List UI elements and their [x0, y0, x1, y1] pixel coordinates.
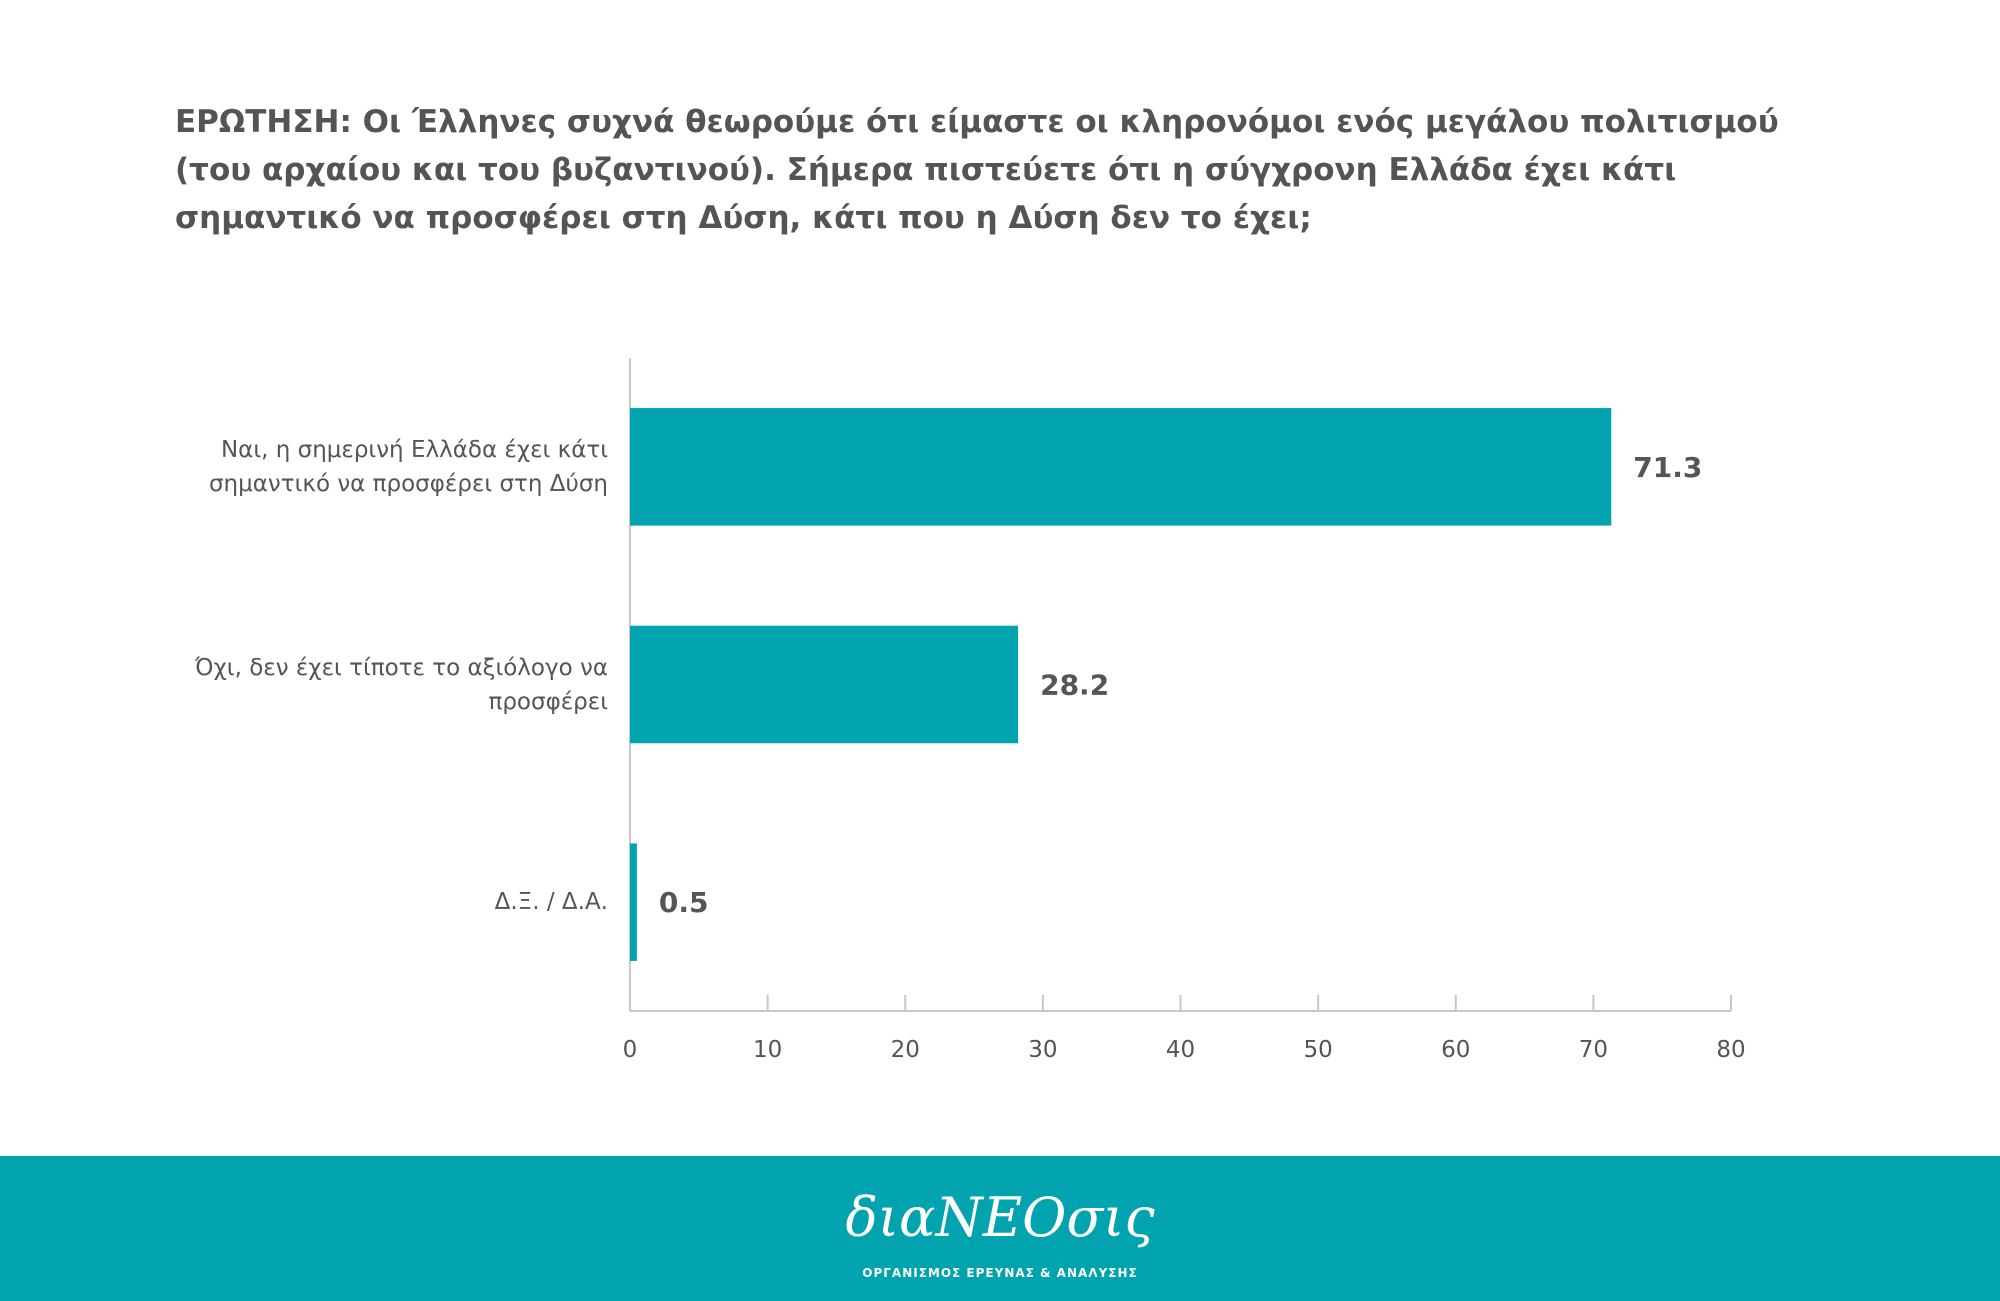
x-tick-label: 60: [1441, 1037, 1470, 1063]
chart: 0 10 20 30 40 50 60 70 80 71.3 28.2 0.5: [623, 358, 1746, 1063]
x-tick-label: 40: [1166, 1037, 1195, 1063]
bar: [630, 408, 1612, 526]
logo-subtitle: ΟΡΓΑΝΙΣΜΟΣ ΕΡΕΥΝΑΣ & ΑΝΑΛΥΣΗΣ: [862, 1266, 1138, 1280]
category-label: Όχι, δεν έχει τίποτε το αξιόλογο να προσ…: [194, 654, 608, 715]
category-label: Ναι, η σημερινή Ελλάδα έχει κάτι σημαντι…: [208, 436, 608, 497]
x-tick-label: 70: [1579, 1037, 1608, 1063]
x-tick-label: 50: [1303, 1037, 1332, 1063]
x-tick-label: 10: [753, 1037, 782, 1063]
x-tick-label: 0: [623, 1037, 638, 1063]
x-tick-label: 80: [1716, 1037, 1745, 1063]
value-label: 71.3: [1633, 451, 1702, 484]
x-tick-label: 30: [1028, 1037, 1057, 1063]
category-label: Δ.Ξ. / Δ.Α.: [494, 889, 608, 916]
value-label: 28.2: [1040, 669, 1109, 702]
chart-title: ΕΡΩΤΗΣΗ: Οι Έλληνες συχνά θεωρούμε ότι ε…: [175, 104, 1779, 236]
bar: [630, 843, 637, 961]
footer: διαΝΕΟσις ΟΡΓΑΝΙΣΜΟΣ ΕΡΕΥΝΑΣ & ΑΝΑΛΥΣΗΣ: [0, 1156, 2000, 1301]
x-tick-label: 20: [891, 1037, 920, 1063]
bar: [630, 625, 1019, 744]
logo: διαΝΕΟσις: [845, 1186, 1155, 1249]
value-label: 0.5: [659, 886, 709, 919]
